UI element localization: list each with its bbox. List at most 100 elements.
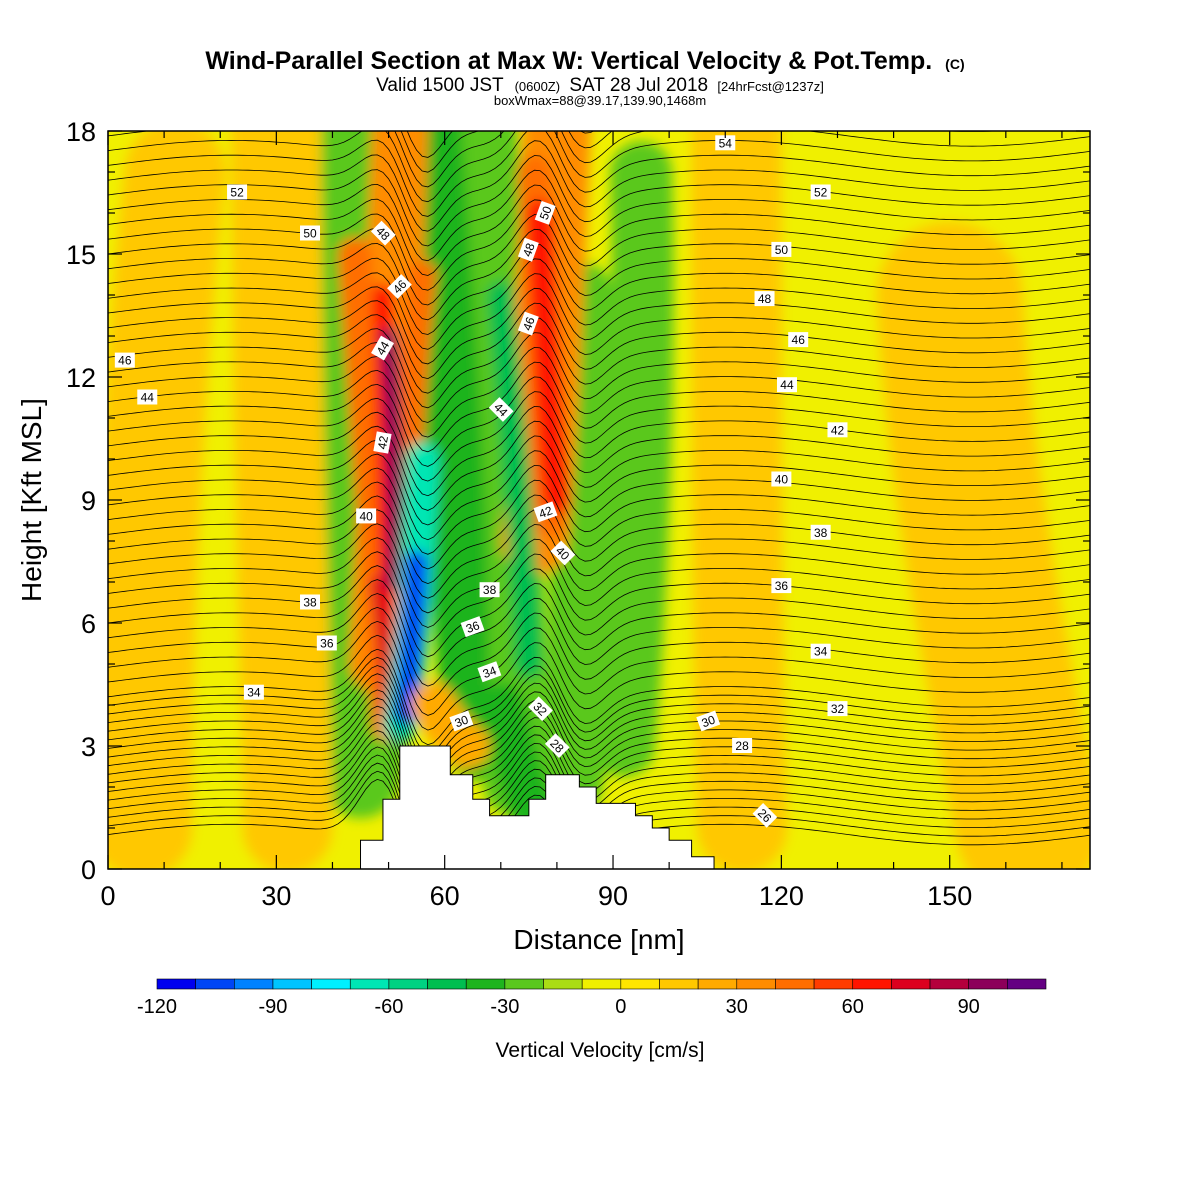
- contour-label-text: 32: [831, 702, 845, 716]
- contour-label-bg: [373, 431, 392, 454]
- contour-label: 30: [696, 710, 721, 732]
- theta-contour-line: [108, 361, 1090, 453]
- theta-contour-line: [108, 184, 1090, 276]
- contour-label-text: 46: [792, 333, 806, 347]
- x-tick-label: 120: [759, 881, 804, 911]
- x-tick-labels: 0 30 60 90 120 150: [100, 881, 972, 911]
- contour-label: 46: [788, 332, 809, 348]
- theta-contour-line: [108, 697, 1090, 797]
- contour-label-text: 50: [537, 204, 555, 222]
- colorbar-tick-label: 30: [726, 996, 748, 1018]
- contour-label-bg: [517, 311, 539, 336]
- colorbar-swatch: [311, 978, 351, 990]
- contour-label-text: 34: [247, 686, 261, 700]
- contour-label-bg: [460, 616, 485, 638]
- theta-contour-line: [108, 376, 1090, 467]
- contour-label-text: 46: [520, 315, 538, 333]
- theta-contour-line: [108, 302, 1090, 394]
- x-tick-label: 150: [927, 881, 972, 911]
- chart-title-main: Wind-Parallel Section at Max W: Vertical…: [205, 47, 932, 75]
- y-axis-label: Height [Kft MSL]: [16, 398, 47, 602]
- theta-contour-line: [108, 131, 1090, 217]
- theta-contour-line: [108, 523, 1090, 614]
- contour-label-text: 36: [775, 579, 789, 593]
- contour-label: 34: [243, 684, 264, 700]
- contour-label-text: 40: [775, 473, 789, 487]
- contour-label-text: 40: [359, 509, 373, 523]
- contour-label: 40: [771, 471, 792, 487]
- contour-label-bg: [788, 332, 809, 348]
- contour-label: 42: [533, 501, 558, 523]
- theta-contour-line: [108, 705, 1090, 805]
- y-tick-labels: 0 3 6 9 12 15 18: [66, 117, 96, 885]
- plot-area: 52 50 46 44 48 46 44 42 40 38 36 34 50 48 46 44 42 40 38 36…: [108, 131, 1090, 869]
- theta-contour-line: [108, 593, 1090, 687]
- contour-label-bg: [534, 200, 556, 225]
- contour-label-bg: [243, 684, 264, 700]
- colorbar-label: Vertical Velocity [cm/s]: [496, 1039, 705, 1062]
- x-tick-label: 60: [430, 881, 460, 911]
- theta-contour-line: [108, 479, 1090, 570]
- y-tick-label: 9: [81, 486, 96, 516]
- theta-contour-line: [108, 131, 1090, 188]
- velocity-band: [411, 682, 490, 769]
- theta-contour-line: [108, 243, 1090, 335]
- colorbar-swatch: [349, 978, 390, 990]
- contour-label: 50: [771, 241, 792, 257]
- contour-label: 52: [227, 184, 248, 200]
- contour-label-bg: [479, 582, 500, 598]
- contour-label-bg: [533, 501, 558, 523]
- chart-subtitle-boxwmax: boxWmax=88@39.17,139.90,1468m: [494, 93, 706, 108]
- contour-label: 44: [371, 335, 395, 361]
- colorbar-swatch: [1007, 978, 1047, 990]
- contour-label: 36: [771, 578, 792, 594]
- theta-contour-line: [108, 140, 1090, 232]
- contour-label-text: 42: [831, 423, 845, 437]
- contour-label-bg: [528, 696, 553, 722]
- chart-title: Wind-Parallel Section at Max W: Vertical…: [205, 47, 964, 75]
- colorbar-swatch: [581, 978, 622, 990]
- colorbar-swatch: [427, 978, 467, 990]
- velocity-band: [593, 141, 674, 777]
- colorbar-swatch: [813, 978, 854, 990]
- colorbar-swatch: [736, 978, 776, 990]
- theta-contour-line: [108, 620, 1090, 716]
- contour-label-bg: [810, 524, 831, 540]
- contour-label: 46: [114, 352, 135, 368]
- contour-label: 54: [715, 135, 736, 151]
- theta-contour-line: [400, 131, 1004, 173]
- colorbar-swatch: [465, 978, 506, 990]
- contour-label: 48: [517, 237, 539, 262]
- contour-label: 44: [137, 389, 158, 405]
- colorbar-swatch: [659, 978, 699, 990]
- contour-label: 30: [449, 710, 474, 732]
- theta-contour-line: [108, 464, 1090, 555]
- theta-contour-line: [108, 579, 1090, 672]
- velocity-band: [534, 261, 618, 821]
- contour-label-bg: [477, 661, 502, 683]
- velocity-band: [380, 327, 404, 591]
- contour-label-bg: [827, 422, 848, 438]
- contour-label-text: 38: [483, 583, 497, 597]
- contour-label-text: 36: [464, 618, 482, 636]
- colorbar-tick-label: -60: [374, 996, 403, 1018]
- theta-contour-line: [108, 648, 1090, 746]
- theta-contour-line: [108, 405, 1090, 497]
- theta-contour-line: [108, 537, 1090, 628]
- subtitle-forecast: [24hrFcst@1237z]: [717, 79, 823, 94]
- colorbar-tick-label: -90: [259, 996, 288, 1018]
- contour-label: 34: [477, 661, 502, 683]
- colorbar-tick-label: 60: [842, 996, 864, 1018]
- contour-label: 32: [827, 701, 848, 717]
- colorbar-swatch: [234, 978, 274, 990]
- contour-label: 46: [517, 311, 539, 336]
- colorbar-swatch: [929, 978, 969, 990]
- contour-label: 44: [488, 397, 514, 422]
- velocity-band: [876, 222, 1090, 869]
- contour-label: 36: [460, 616, 485, 638]
- contour-label: 40: [356, 508, 377, 524]
- contour-label-bg: [732, 738, 753, 753]
- contour-label-bg: [771, 471, 792, 487]
- velocity-band: [231, 131, 333, 869]
